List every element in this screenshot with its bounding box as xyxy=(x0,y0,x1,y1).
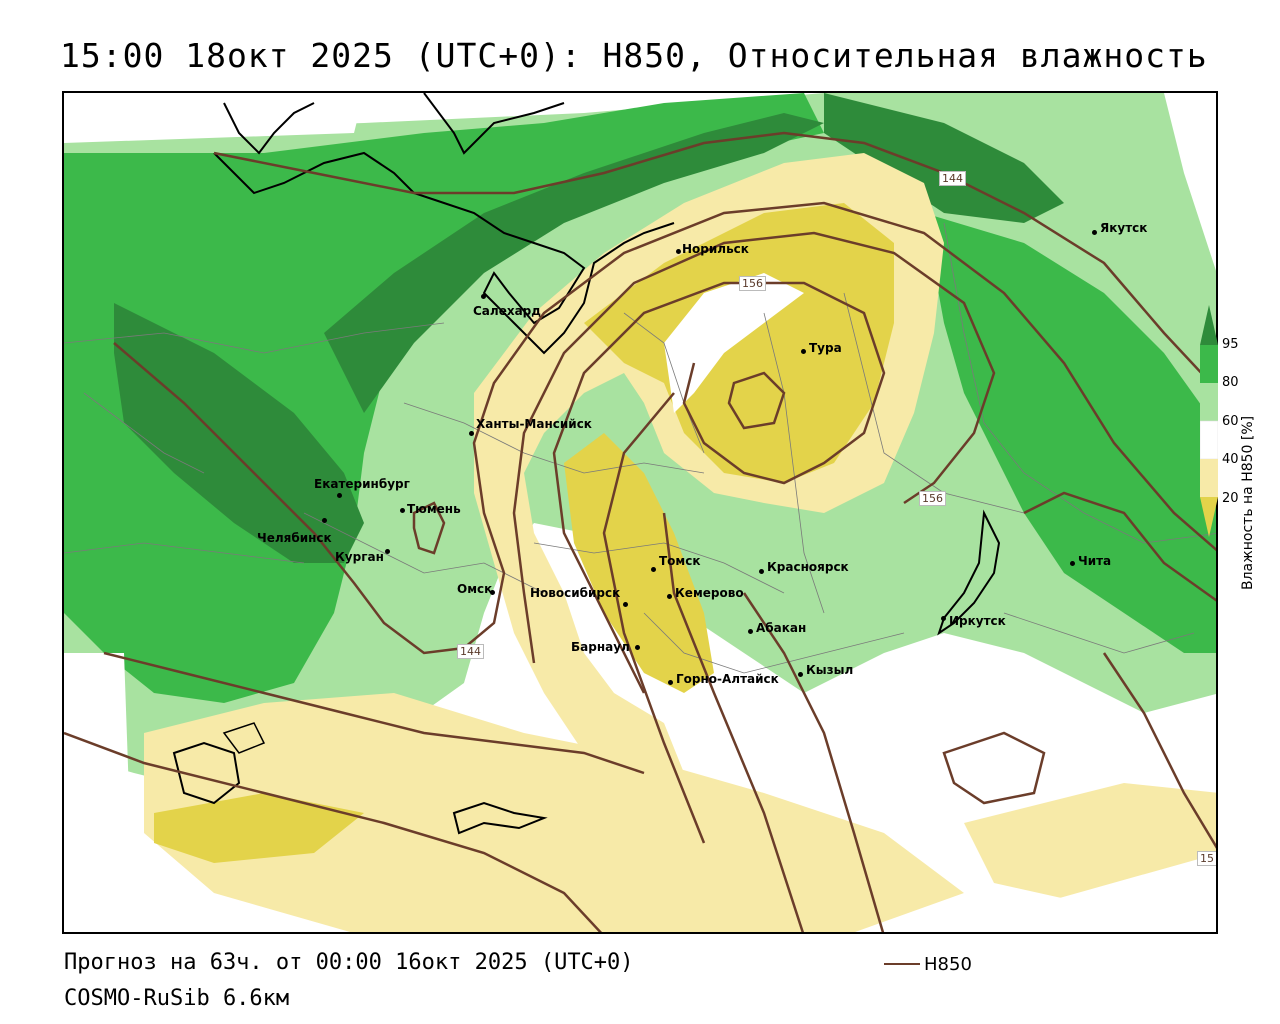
city-marker xyxy=(801,349,806,354)
outside-domain-ne xyxy=(1164,93,1216,271)
dry-area-core-south xyxy=(564,433,714,693)
colorbar-tick: 80 xyxy=(1222,375,1239,390)
city-marker xyxy=(635,645,640,650)
city-label-salekhard: Салехард xyxy=(473,304,541,318)
city-label-kurgan: Курган xyxy=(335,550,384,564)
outside-domain-sw xyxy=(64,653,134,932)
city-label-barnaul: Барнаул xyxy=(571,640,630,654)
city-marker xyxy=(400,508,405,513)
city-label-tomsk: Томск xyxy=(659,554,701,568)
humidity-band-dark xyxy=(114,303,364,563)
dry-area-south xyxy=(144,693,964,932)
city-marker xyxy=(667,594,672,599)
city-marker xyxy=(676,249,681,254)
city-marker xyxy=(941,616,946,621)
city-label-tura: Тура xyxy=(809,341,842,355)
city-marker xyxy=(385,549,390,554)
outside-domain-nw xyxy=(64,93,364,143)
city-label-chelyabinsk: Челябинск xyxy=(257,531,332,545)
city-marker xyxy=(759,569,764,574)
dry-area-core xyxy=(584,203,894,483)
map-title: 15:00 18окт 2025 (UTC+0): H850, Относите… xyxy=(60,36,1208,75)
h850-contours xyxy=(64,131,1216,932)
city-marker xyxy=(322,518,327,523)
coastline-novaya-zemlya xyxy=(223,102,315,155)
colorbar-bottom-arrow xyxy=(1200,497,1218,537)
humidity-area-east xyxy=(924,213,1216,653)
city-label-tyumen: Тюмень xyxy=(407,502,461,516)
city-marker xyxy=(748,629,753,634)
colorbar-segment-60-80 xyxy=(1200,383,1218,421)
colorbar-tick: 95 xyxy=(1222,337,1239,352)
city-label-norilsk: Норильск xyxy=(682,242,749,256)
contour-label: 15 xyxy=(1197,851,1216,866)
city-label-gorno-altaysk: Горно-Алтайск xyxy=(676,672,779,686)
city-label-kemerovo: Кемерово xyxy=(675,586,744,600)
contour-label: 156 xyxy=(919,491,946,506)
colorbar-graphic xyxy=(1199,305,1219,537)
colorbar-tick: 20 xyxy=(1222,491,1239,506)
city-label-khanty-mansiysk: Ханты-Мансийск xyxy=(476,417,592,431)
city-label-yakutsk: Якутск xyxy=(1100,221,1148,235)
city-marker xyxy=(623,602,628,607)
colorbar-segment-80-95 xyxy=(1200,345,1218,383)
coastline-aral xyxy=(222,722,266,754)
city-marker xyxy=(337,493,342,498)
colorbar-title: Влажность на H850 [%] xyxy=(1240,415,1256,590)
colorbar-segment-20-40 xyxy=(1200,459,1218,497)
contour-label: 144 xyxy=(939,171,966,186)
city-marker xyxy=(469,431,474,436)
forecast-map: 144 156 156 144 15 Норильск Якутск Салех… xyxy=(62,91,1218,934)
colorbar-top-arrow xyxy=(1200,305,1218,345)
coastline-arctic xyxy=(213,151,675,355)
h850-legend-label: H850 xyxy=(924,954,972,975)
dry-patch-southwest xyxy=(154,793,364,863)
humidity-colorbar xyxy=(1199,305,1219,537)
humidity-area-northeast xyxy=(824,93,1064,223)
city-marker xyxy=(651,567,656,572)
city-label-ekaterinburg: Екатеринбург xyxy=(314,477,410,491)
map-field xyxy=(64,93,1216,932)
coastline-caspian xyxy=(172,741,241,805)
outside-domain-se xyxy=(938,854,1216,932)
contour-label: 156 xyxy=(739,276,766,291)
city-label-novosibirsk: Новосибирск xyxy=(530,586,621,600)
city-marker xyxy=(1070,561,1075,566)
city-label-chita: Чита xyxy=(1078,554,1112,568)
city-label-kyzyl: Кызыл xyxy=(806,663,854,677)
coastline-north xyxy=(423,93,565,155)
city-marker xyxy=(490,590,495,595)
coastline-balkhash xyxy=(452,801,548,835)
contour-label: 144 xyxy=(457,644,484,659)
city-label-krasnoyarsk: Красноярск xyxy=(767,560,849,574)
city-marker xyxy=(481,294,486,299)
city-label-abakan: Абакан xyxy=(756,621,807,635)
city-marker xyxy=(1092,230,1097,235)
colorbar-segment-40-60 xyxy=(1199,420,1219,460)
lake-baikal xyxy=(937,509,1001,636)
colorbar-tick: 60 xyxy=(1222,414,1239,429)
h850-legend-line xyxy=(884,963,920,965)
forecast-info: Прогноз на 63ч. от 00:00 16окт 2025 (UTC… xyxy=(64,950,634,975)
city-marker xyxy=(668,680,673,685)
city-label-irkutsk: Иркутск xyxy=(949,614,1006,628)
colorbar-tick: 40 xyxy=(1222,452,1239,467)
model-name: COSMO-RuSib 6.6км xyxy=(64,986,290,1011)
city-label-omsk: Омск xyxy=(457,582,493,596)
city-marker xyxy=(798,672,803,677)
humidity-band-arc xyxy=(324,113,824,413)
humidity-band-northwest xyxy=(64,93,824,703)
moist-swirl xyxy=(664,273,804,413)
